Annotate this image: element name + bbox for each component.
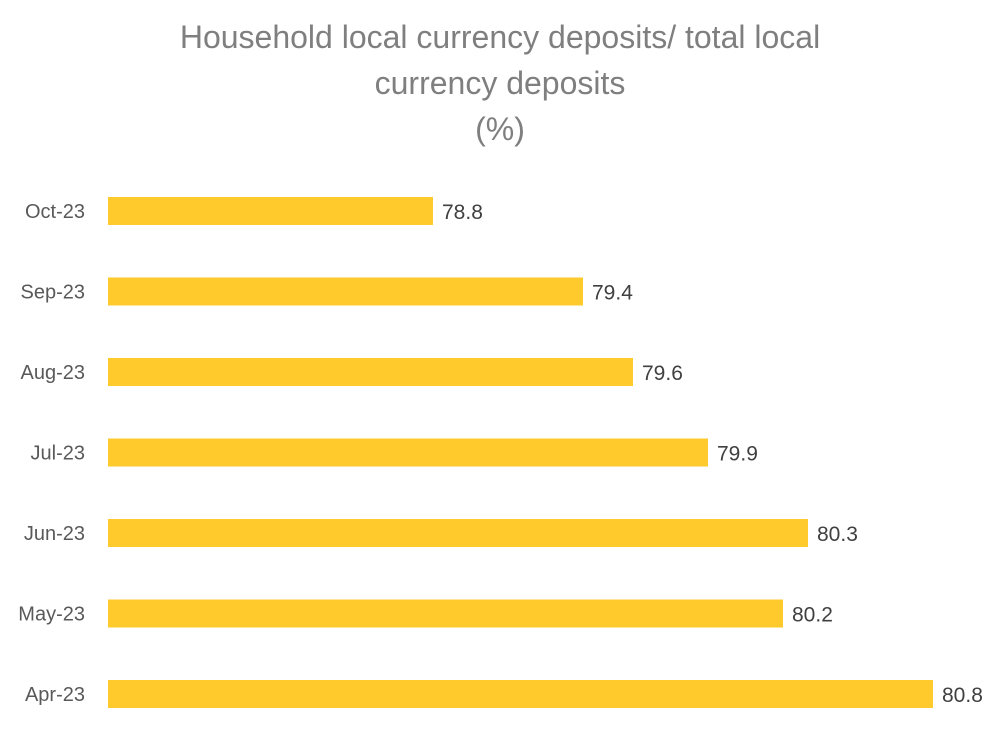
chart-title-line-2: currency deposits <box>374 65 626 101</box>
category-label: Jul-23 <box>31 443 85 465</box>
bar <box>108 438 708 467</box>
category-label: Apr-23 <box>25 684 85 706</box>
category-label: Jun-23 <box>24 523 85 545</box>
data-label: 78.8 <box>442 201 483 224</box>
data-label: 80.2 <box>792 604 833 627</box>
category-label: May-23 <box>18 604 85 626</box>
category-label: Aug-23 <box>21 362 86 384</box>
bar <box>108 197 433 225</box>
bar <box>108 599 783 628</box>
data-label: 80.8 <box>942 684 983 707</box>
bar <box>108 680 933 708</box>
category-label: Sep-23 <box>21 282 86 304</box>
data-label: 79.4 <box>592 282 633 305</box>
data-label: 79.9 <box>717 443 758 466</box>
chart-title: Household local currency deposits/ total… <box>0 14 1000 152</box>
data-label: 80.3 <box>817 523 858 546</box>
bar <box>108 277 583 306</box>
chart-title-line-1: Household local currency deposits/ total… <box>179 19 821 55</box>
bar <box>108 519 808 547</box>
bar <box>108 358 633 386</box>
chart-title-line-3: (%) <box>475 111 525 147</box>
data-label: 79.6 <box>642 362 683 385</box>
category-label: Oct-23 <box>25 201 85 223</box>
